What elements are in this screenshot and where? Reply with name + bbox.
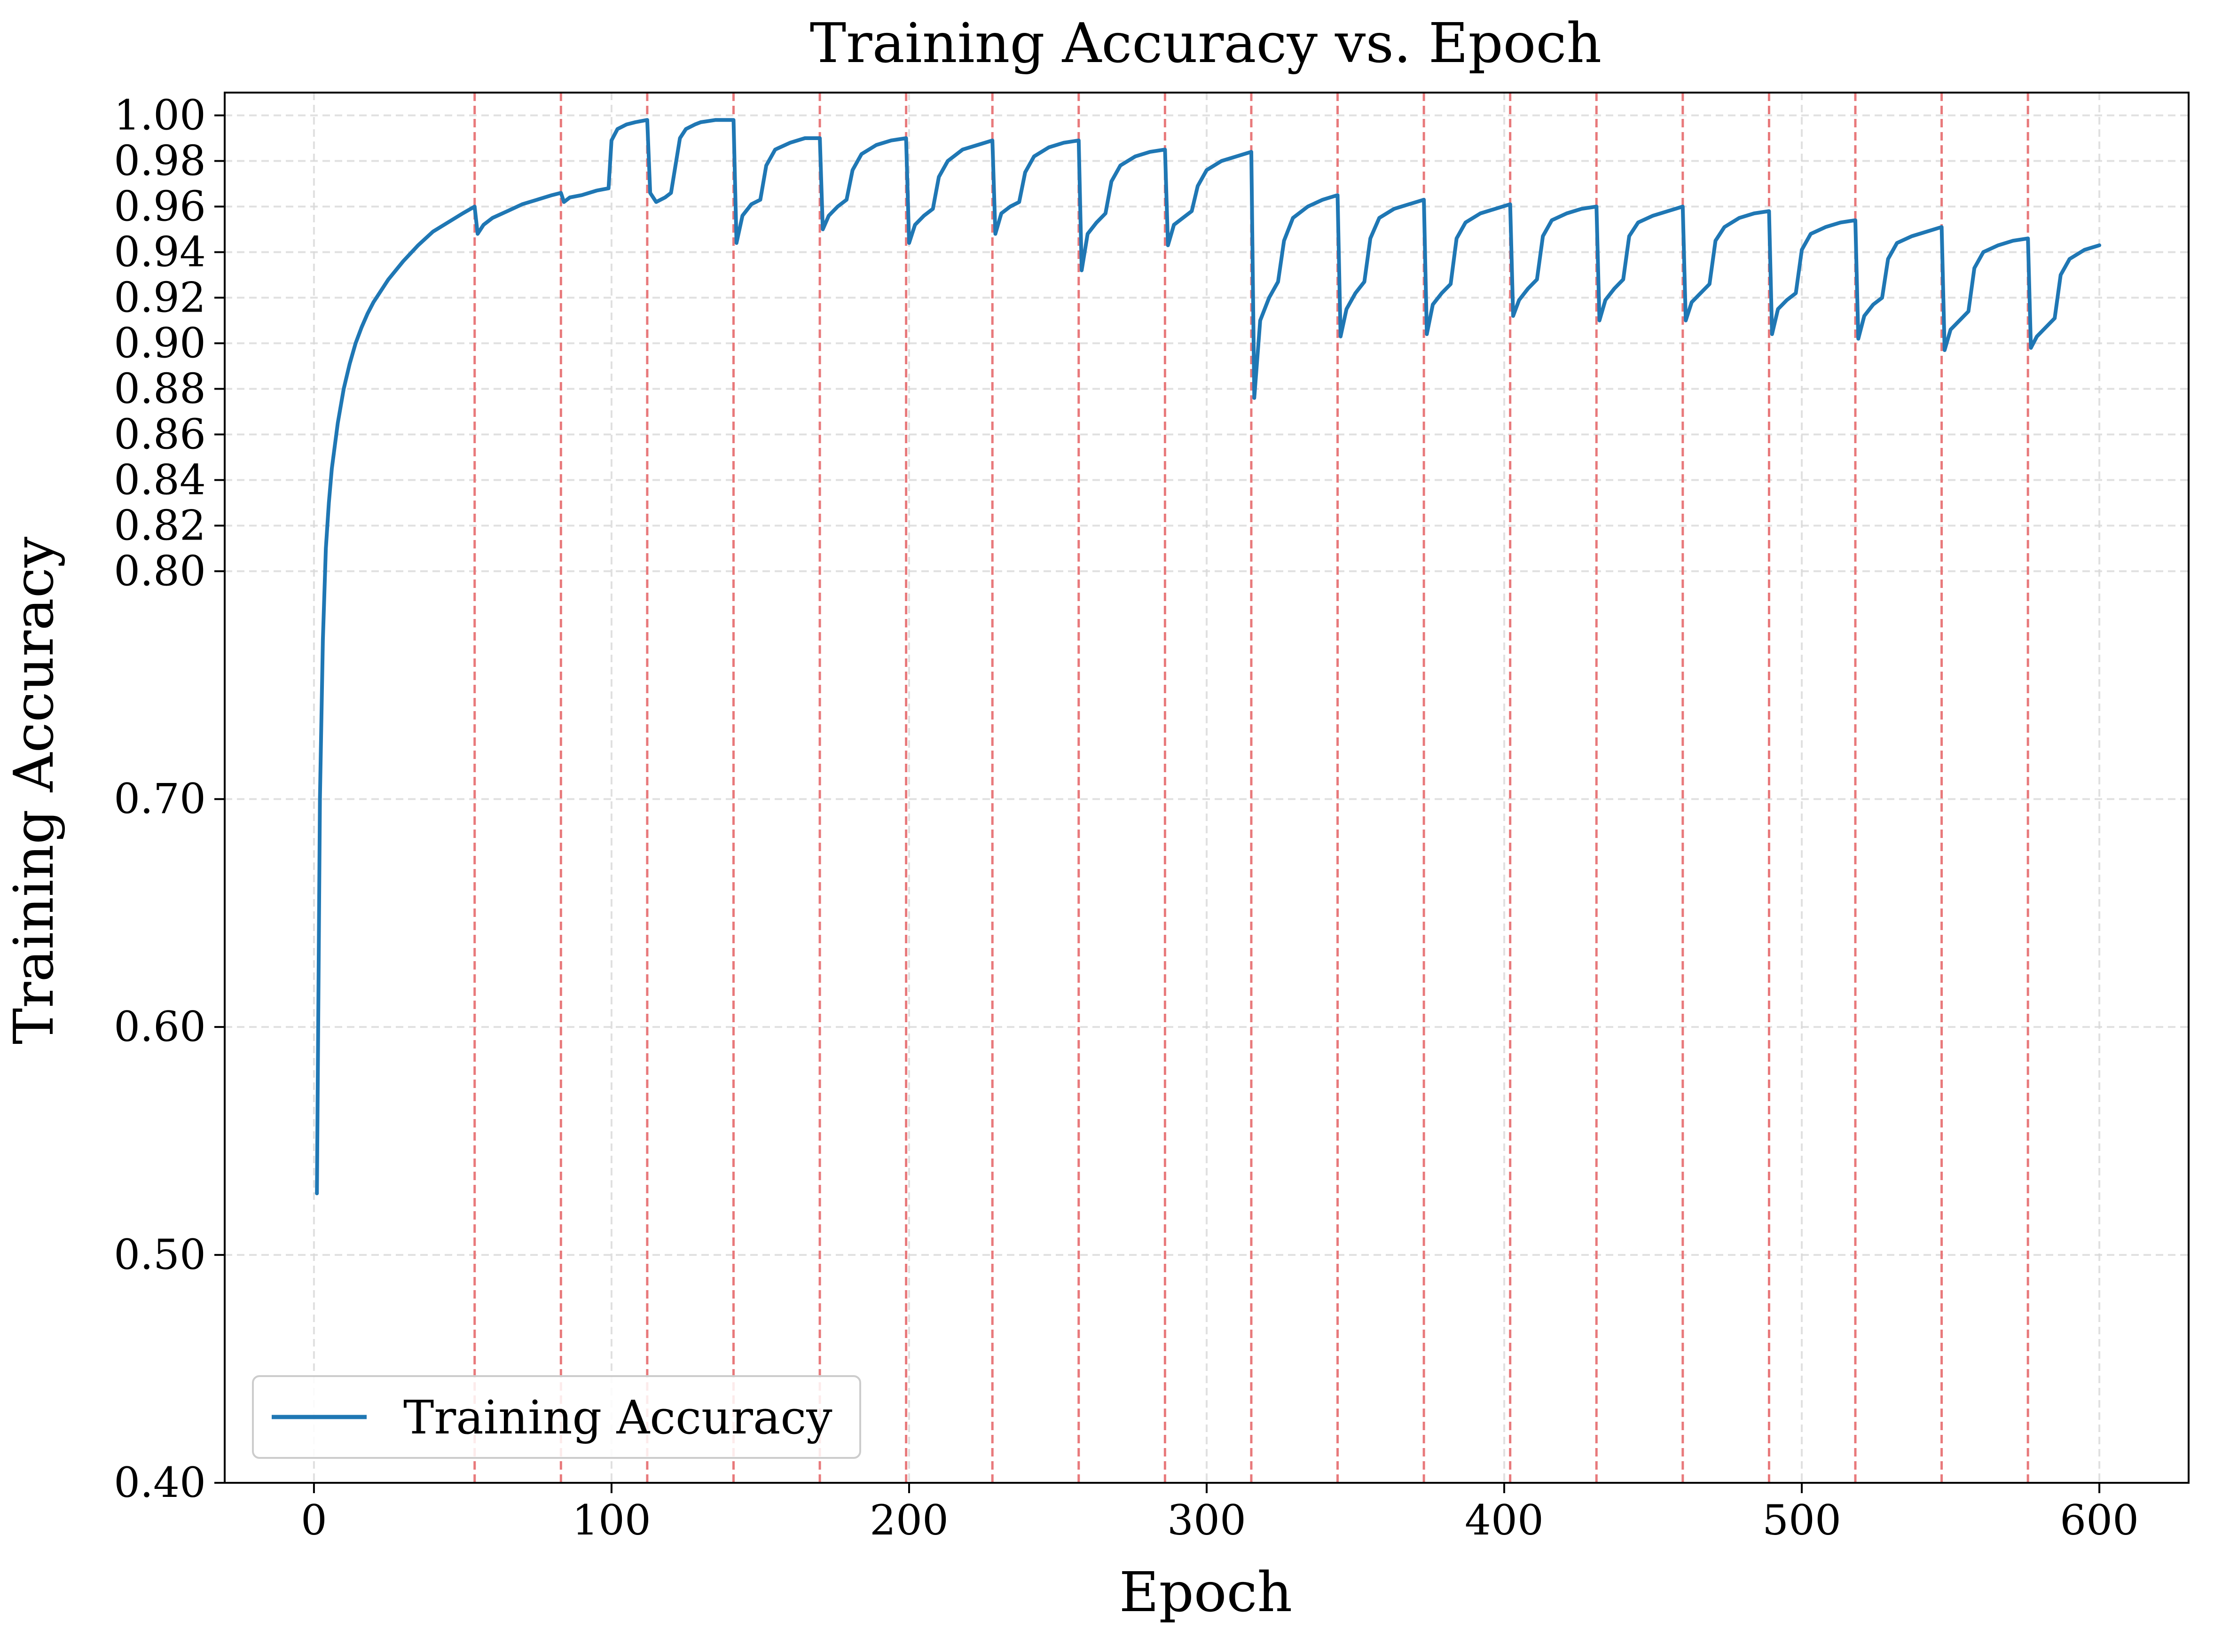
x-tick-label: 400 xyxy=(1465,1496,1544,1544)
x-tick-label: 500 xyxy=(1762,1496,1841,1544)
y-tick-label: 0.84 xyxy=(114,455,206,504)
legend-box xyxy=(252,1375,861,1459)
x-tick-label: 300 xyxy=(1167,1496,1246,1544)
y-axis-label: Training Accuracy xyxy=(2,536,66,1044)
y-tick-label: 0.80 xyxy=(114,547,206,595)
x-axis-ticks: 0 100 200 300 400 500 600 xyxy=(301,1483,2139,1544)
y-tick-label: 0.92 xyxy=(114,273,206,321)
y-tick-label: 0.86 xyxy=(114,410,206,458)
y-tick-label: 0.98 xyxy=(114,136,206,185)
x-tick-label: 100 xyxy=(572,1496,651,1544)
y-tick-label: 0.94 xyxy=(114,227,206,276)
y-tick-label: 0.60 xyxy=(114,1002,206,1051)
y-tick-label: 0.50 xyxy=(114,1230,206,1279)
x-tick-label: 600 xyxy=(2060,1496,2139,1544)
y-tick-label: 0.70 xyxy=(114,775,206,823)
series-line-training-accuracy xyxy=(315,118,2102,1196)
y-axis-ticks: 0.40 0.50 0.60 0.70 0.800.820.840.860.880.90… xyxy=(114,91,225,1507)
y-tick-label: 0.40 xyxy=(114,1458,206,1507)
y-tick-label: 0.88 xyxy=(114,364,206,413)
series-layer xyxy=(315,118,2102,1196)
legend-label: Training Accuracy xyxy=(403,1391,832,1445)
y-tick-label: 0.90 xyxy=(114,319,206,367)
epoch-marker-layer xyxy=(473,93,2029,1483)
y-tick-label: 0.96 xyxy=(114,182,206,230)
x-axis-label: Epoch xyxy=(1119,1561,1292,1624)
y-tick-label: 0.82 xyxy=(114,501,206,549)
x-tick-label: 200 xyxy=(870,1496,949,1544)
legend: Training Accuracy xyxy=(252,1375,861,1459)
chart-title: Training Accuracy vs. Epoch xyxy=(810,12,1602,75)
y-tick-label: 1.00 xyxy=(114,91,206,139)
x-tick-label: 0 xyxy=(301,1496,327,1544)
